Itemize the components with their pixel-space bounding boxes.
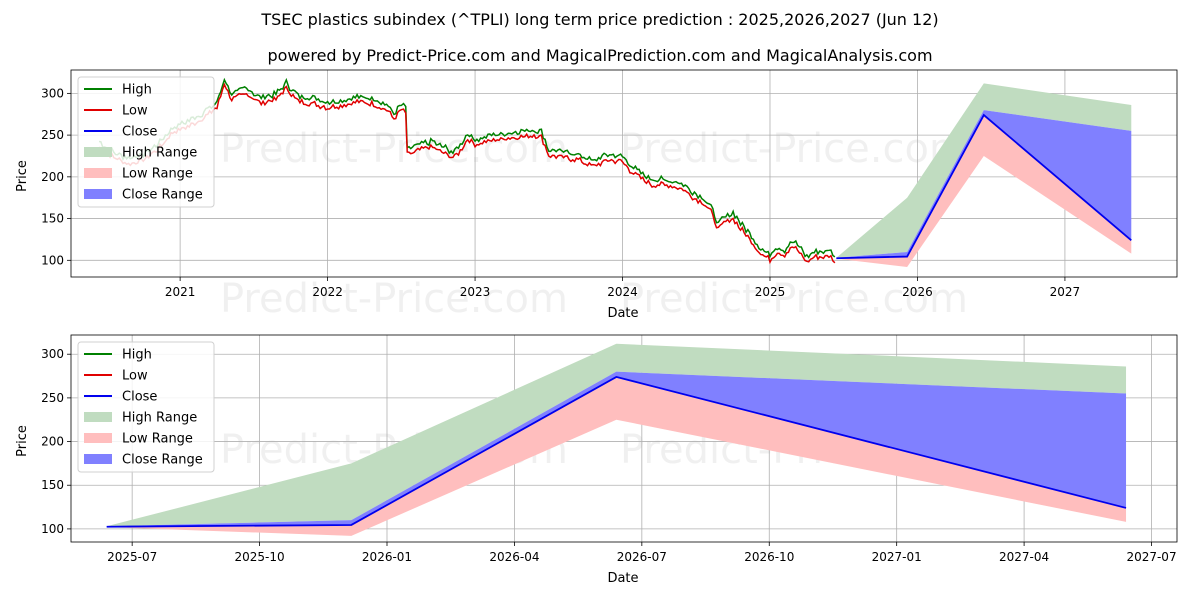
x-tick-label: 2021	[165, 285, 196, 299]
x-tick-label: 2027-01	[872, 550, 922, 564]
close-forecast-line	[106, 375, 1127, 528]
low-range-band	[836, 115, 1132, 267]
legend-label: Close Range	[122, 453, 203, 468]
plot-frame	[70, 334, 1178, 543]
y-tick-label: 150	[41, 212, 64, 226]
legend-label: High Range	[122, 411, 197, 426]
plot-frame	[70, 69, 1178, 278]
legend-label: Low Range	[122, 167, 193, 182]
legend-swatch	[84, 168, 112, 178]
y-axis-label-2: Price	[15, 425, 30, 457]
y-tick-label: 100	[41, 522, 64, 536]
x-tick-label: 2025	[755, 285, 786, 299]
y-axis-label-1: Price	[15, 160, 30, 192]
legend-swatch	[84, 147, 112, 157]
close-range-band	[836, 110, 1132, 259]
legend-label: Close	[122, 390, 157, 405]
x-tick-label: 2026	[902, 285, 933, 299]
legend-label: Close	[122, 125, 157, 140]
legend-2: High Low Close High Range Low Range Close Ran…	[77, 341, 215, 473]
legend-label: Close Range	[122, 188, 203, 203]
legend-1: High Low Close High Range Low Range Close Ran…	[77, 76, 215, 208]
x-tick-label: 2026-10	[744, 550, 794, 564]
legend-swatch	[84, 189, 112, 199]
high-range-band	[836, 83, 1132, 258]
y-tick-label: 250	[41, 128, 64, 142]
y-tick-label: 100	[41, 253, 64, 267]
watermark-1d: Predict-Price.com	[620, 276, 968, 322]
high-range-band	[106, 343, 1127, 527]
x-tick-label: 2025-10	[235, 550, 285, 564]
x-tick-label: 2024	[607, 285, 638, 299]
legend-label: Low Range	[122, 432, 193, 447]
close-forecast-line	[836, 113, 1132, 260]
legend-swatch	[84, 412, 112, 422]
x-axis-label-2: Date	[607, 571, 638, 586]
legend-label: Low	[122, 369, 148, 384]
x-tick-label: 2027-07	[1126, 550, 1176, 564]
high-series-line	[98, 77, 836, 259]
x-tick-label: 2022	[312, 285, 343, 299]
legend-label: Low	[122, 104, 148, 119]
watermark-1c: Predict-Price.com	[220, 276, 568, 322]
x-tick-label: 2027-04	[999, 550, 1049, 564]
y-tick-label: 150	[41, 478, 64, 492]
x-tick-label: 2026-07	[617, 550, 667, 564]
plot-area-2: 2025-07 2025-10 2026-01 2026-04 2026-07 2026-…	[41, 334, 1178, 564]
y-tick-label: 250	[41, 391, 64, 405]
y-tick-label: 200	[41, 170, 64, 184]
legend-swatch	[84, 433, 112, 443]
x-tick-label: 2026-01	[362, 550, 412, 564]
y-tick-label: 300	[41, 86, 64, 100]
x-tick-label: 2025-07	[107, 550, 157, 564]
chart-subtitle: powered by Predict-Price.com and Magical…	[267, 46, 933, 65]
watermark-1b: Predict-Price.com	[620, 126, 968, 172]
legend-label: High	[122, 348, 152, 363]
low-series-line	[98, 82, 836, 265]
legend-swatch	[84, 454, 112, 464]
x-tick-label: 2026-04	[489, 550, 539, 564]
legend-label: High Range	[122, 146, 197, 161]
legend-label: High	[122, 83, 152, 98]
x-tick-label: 2023	[460, 285, 491, 299]
x-axis-label-1: Date	[607, 306, 638, 321]
low-range-band	[106, 377, 1127, 536]
y-tick-label: 200	[41, 435, 64, 449]
x-tick-label: 2027	[1050, 285, 1081, 299]
plot-area-1: 2021 2022 2023 2024 2025 2026 2027 100 150 200 250…	[41, 69, 1178, 299]
y-tick-label: 300	[41, 347, 64, 361]
chart-title: TSEC plastics subindex (^TPLI) long term…	[261, 10, 939, 29]
close-range-band	[106, 371, 1127, 528]
